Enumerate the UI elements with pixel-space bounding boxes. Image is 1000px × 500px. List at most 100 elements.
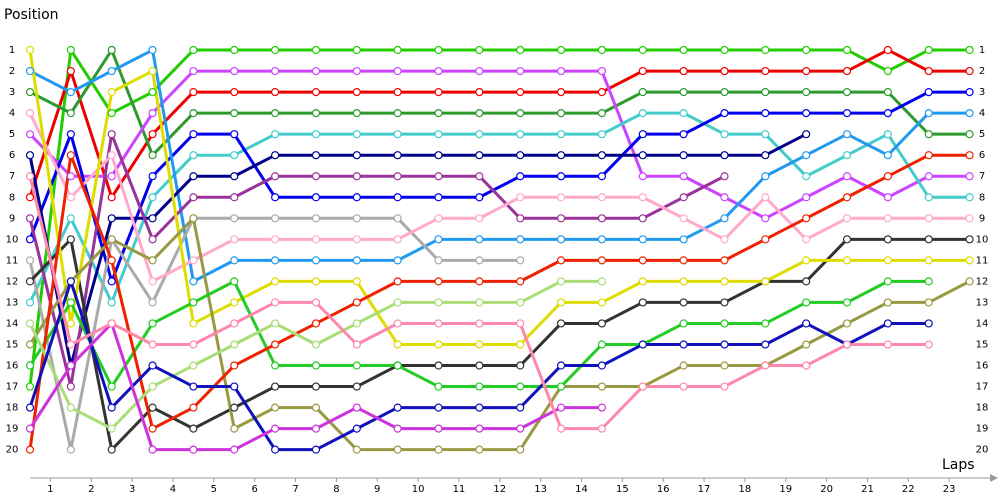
point — [311, 424, 321, 433]
point — [475, 151, 484, 160]
point — [271, 109, 280, 118]
point — [883, 151, 892, 160]
point — [516, 319, 525, 328]
series-line — [29, 48, 970, 157]
point — [189, 130, 198, 139]
point — [679, 235, 688, 244]
point — [475, 403, 484, 412]
point — [25, 256, 35, 265]
point — [25, 87, 35, 97]
point — [189, 172, 198, 181]
point — [883, 319, 892, 328]
point — [189, 340, 198, 349]
point — [25, 235, 35, 244]
point — [311, 193, 321, 202]
y-tick-label-right: 5 — [979, 129, 985, 140]
point — [720, 66, 729, 76]
point — [475, 193, 484, 202]
y-tick-label: 16 — [6, 361, 19, 372]
point — [66, 214, 75, 223]
point — [230, 66, 239, 76]
point — [475, 235, 484, 244]
point — [107, 445, 116, 454]
point — [556, 45, 566, 55]
point — [679, 130, 688, 139]
x-tick-label: 3 — [129, 484, 135, 495]
point — [720, 45, 729, 55]
point — [393, 214, 402, 223]
point — [883, 193, 892, 202]
axis-arrow — [990, 474, 998, 482]
point — [802, 235, 811, 244]
point — [434, 445, 443, 454]
point — [352, 403, 361, 412]
point — [597, 66, 607, 76]
point — [597, 277, 607, 286]
point — [802, 361, 811, 370]
point — [66, 130, 75, 139]
point — [638, 66, 647, 76]
point — [475, 382, 484, 391]
point — [66, 445, 75, 454]
y-tick-label: 2 — [9, 66, 15, 77]
point — [883, 45, 892, 55]
y-tick-label-right: 14 — [976, 318, 989, 329]
point — [25, 361, 35, 370]
point — [230, 109, 239, 118]
x-tick-label: 12 — [493, 484, 506, 495]
point — [924, 214, 933, 223]
point — [311, 109, 321, 118]
point — [924, 319, 933, 328]
x-tick-label: 1 — [47, 484, 53, 495]
point — [516, 340, 525, 349]
point — [516, 214, 525, 223]
point — [66, 151, 75, 160]
point — [516, 298, 525, 307]
point — [556, 277, 566, 286]
point — [720, 151, 729, 160]
point — [761, 87, 770, 97]
point — [148, 151, 157, 160]
x-tick-label: 23 — [943, 484, 956, 495]
point — [475, 214, 484, 223]
point — [148, 277, 157, 286]
point — [352, 172, 361, 181]
point — [311, 298, 321, 307]
point — [761, 214, 770, 223]
point — [393, 130, 402, 139]
point — [802, 172, 811, 181]
x-tick-label: 21 — [861, 484, 874, 495]
point — [66, 172, 75, 181]
x-tick-label: 6 — [251, 484, 257, 495]
point — [556, 298, 566, 307]
point — [107, 130, 116, 139]
point — [230, 45, 239, 55]
point — [107, 403, 116, 412]
point — [393, 361, 402, 370]
point — [352, 45, 361, 55]
point — [475, 45, 484, 55]
point — [883, 235, 892, 244]
point — [393, 424, 402, 433]
point — [189, 277, 198, 286]
x-tick-label: 2 — [88, 484, 94, 495]
point — [679, 319, 688, 328]
point — [638, 45, 647, 55]
point — [434, 340, 443, 349]
point — [679, 109, 688, 118]
point — [475, 172, 484, 181]
series-line — [28, 153, 970, 450]
point — [230, 403, 239, 412]
y-tick-label: 5 — [9, 129, 15, 140]
point — [230, 151, 239, 160]
point — [556, 403, 566, 412]
point — [924, 256, 933, 265]
point — [393, 172, 402, 181]
point — [965, 66, 974, 76]
point — [556, 87, 566, 97]
point — [761, 193, 770, 202]
y-tick-label-right: 20 — [976, 445, 989, 456]
point — [148, 45, 157, 55]
point — [883, 256, 892, 265]
point — [965, 235, 974, 244]
